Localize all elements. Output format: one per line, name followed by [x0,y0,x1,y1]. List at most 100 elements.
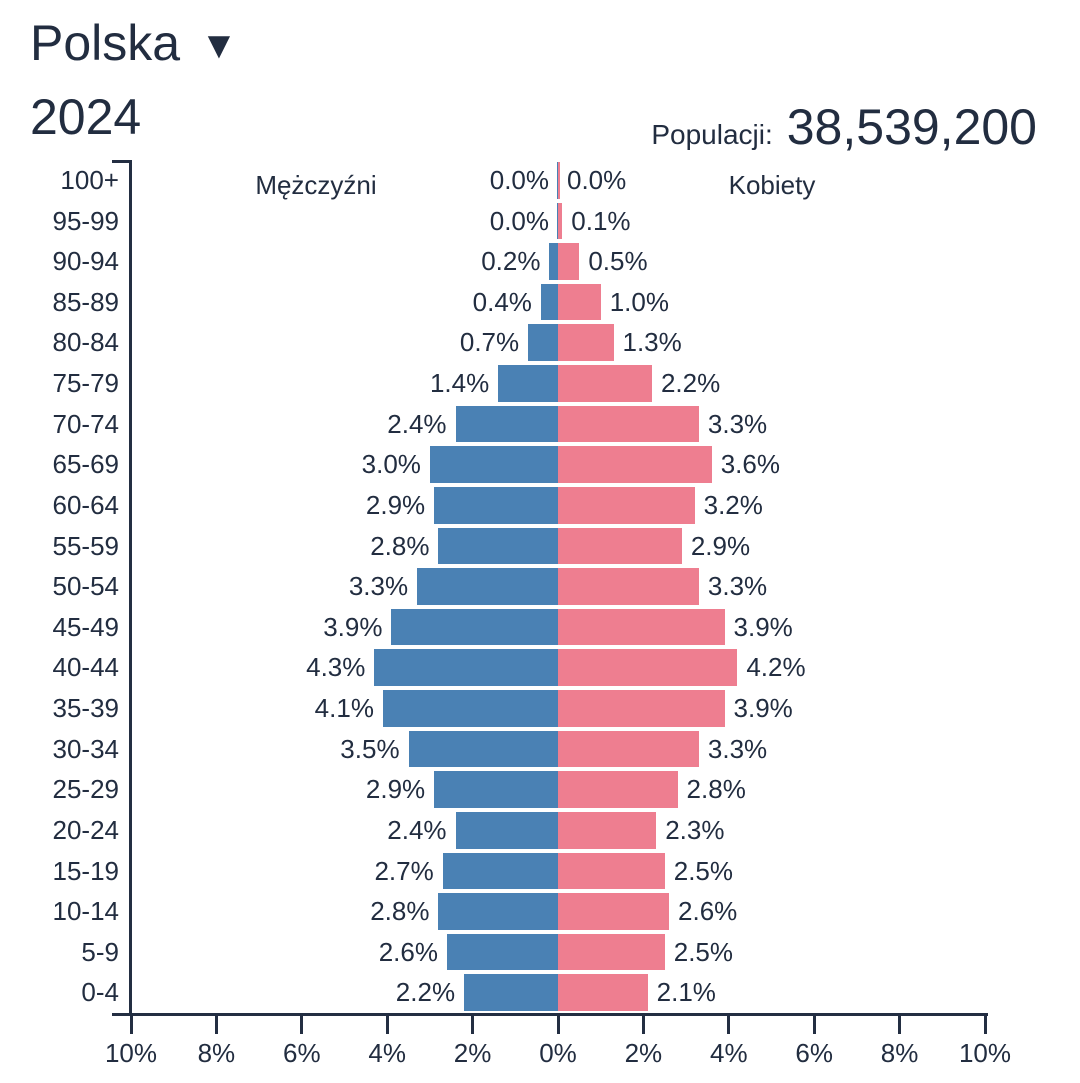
pyramid-row: 60-64 2.9% 3.2% [0,485,1080,526]
male-value-label: 3.3% [348,571,409,602]
male-bar [438,893,558,930]
pyramid-row: 45-49 3.9% 3.9% [0,607,1080,648]
age-label: 15-19 [52,855,120,886]
pyramid-row: 25-29 2.9% 2.8% [0,769,1080,810]
x-axis-tick [214,1013,218,1034]
age-label: 70-74 [52,408,120,439]
female-group-label: Kobiety [728,170,816,200]
female-bar [558,690,725,727]
x-axis-tick [898,1013,902,1034]
x-axis-tick-label: 10% [104,1038,158,1068]
male-bar [408,730,558,768]
male-value-label: 2.8% [370,896,430,927]
pyramid-row: 85-89 0.4% 1.0% [0,282,1080,323]
x-axis-tick-label: 8% [880,1038,919,1068]
age-label: 35-39 [52,693,120,724]
male-bar [434,771,558,808]
y-axis-line [129,160,132,1016]
pyramid-row: 65-69 3.0% 3.6% [0,444,1080,485]
female-bar [558,527,682,565]
male-group-label: Mężczyźni [255,170,377,200]
pyramid-row: 95-99 0.0% 0.1% [0,201,1080,242]
x-axis-tick [471,1013,475,1034]
age-label: 85-89 [52,286,120,317]
female-value-label: 3.3% [707,571,768,602]
female-value-label: 0.1% [571,205,631,236]
female-bar [558,893,670,930]
male-value-label: 2.6% [378,936,438,967]
age-label: 5-9 [81,936,119,967]
population-label: Populacji: [651,119,773,150]
male-value-label: 2.8% [370,530,430,561]
male-bar [528,324,558,362]
x-axis-tick [727,1013,731,1034]
age-label: 50-54 [52,571,120,602]
female-bar [558,202,563,240]
age-label: 10-14 [52,896,120,927]
male-value-label: 3.5% [340,733,400,764]
female-value-label: 3.9% [733,611,793,642]
male-bar [557,202,558,240]
male-value-label: 3.9% [323,611,383,642]
female-value-label: 2.9% [690,530,751,561]
male-value-label: 4.1% [314,693,374,724]
pyramid-row: 70-74 2.4% 3.3% [0,404,1080,445]
male-value-label: 2.9% [365,774,426,805]
female-value-label: 2.6% [678,896,738,927]
country-selector[interactable]: Polska ▼ [30,14,238,72]
male-value-label: 2.2% [395,977,456,1008]
male-bar [417,568,558,605]
female-value-label: 3.3% [707,733,768,764]
female-bar [558,974,648,1011]
female-bar [558,405,699,443]
male-bar [455,405,558,443]
pyramid-row: 15-19 2.7% 2.5% [0,851,1080,892]
age-label: 65-69 [52,449,120,480]
female-bar [558,243,580,280]
x-axis-tick [812,1013,816,1034]
pyramid-row: 20-24 2.4% 2.3% [0,810,1080,851]
pyramid-row: 50-54 3.3% 3.3% [0,566,1080,607]
male-bar [382,690,558,727]
female-bar [558,933,665,971]
male-bar [442,852,558,890]
age-label: 60-64 [52,489,120,520]
x-axis-tick [385,1013,389,1034]
male-value-label: 0.7% [459,327,520,358]
x-axis-tick [641,1013,645,1034]
x-axis-tick-label: 4% [368,1038,406,1068]
female-value-label: 1.0% [609,286,669,317]
female-value-label: 3.9% [733,693,793,724]
population-display: Populacji: 38,539,200 [651,98,1037,156]
male-value-label: 2.4% [387,408,447,439]
male-bar [438,527,558,565]
female-value-label: 1.3% [622,327,682,358]
female-bar [558,324,614,362]
age-label: 90-94 [52,246,120,277]
female-bar [558,486,695,524]
female-value-label: 2.3% [665,814,725,845]
male-bar [557,162,558,199]
pyramid-row: 100+ 0.0% 0.0% [0,160,1080,201]
male-value-label: 1.4% [429,368,490,399]
x-axis-line [112,1013,988,1016]
pyramid-row: 35-39 4.1% 3.9% [0,688,1080,729]
male-bar [446,933,558,971]
age-label: 20-24 [52,814,120,845]
x-axis-tick-label: 6% [795,1038,833,1068]
age-label: 75-79 [52,368,120,399]
age-label: 40-44 [52,652,120,683]
country-name: Polska [30,15,181,71]
male-value-label: 4.3% [306,652,366,683]
pyramid-row: 30-34 3.5% 3.3% [0,729,1080,770]
female-value-label: 2.2% [660,368,721,399]
female-value-label: 4.2% [746,652,806,683]
male-value-label: 3.0% [361,449,421,480]
female-bar [558,649,738,687]
x-axis-tick-label: 10% [958,1038,1012,1068]
x-axis-tick-label: 4% [710,1038,748,1068]
age-label: 45-49 [52,611,120,642]
pyramid-row: 80-84 0.7% 1.3% [0,322,1080,363]
